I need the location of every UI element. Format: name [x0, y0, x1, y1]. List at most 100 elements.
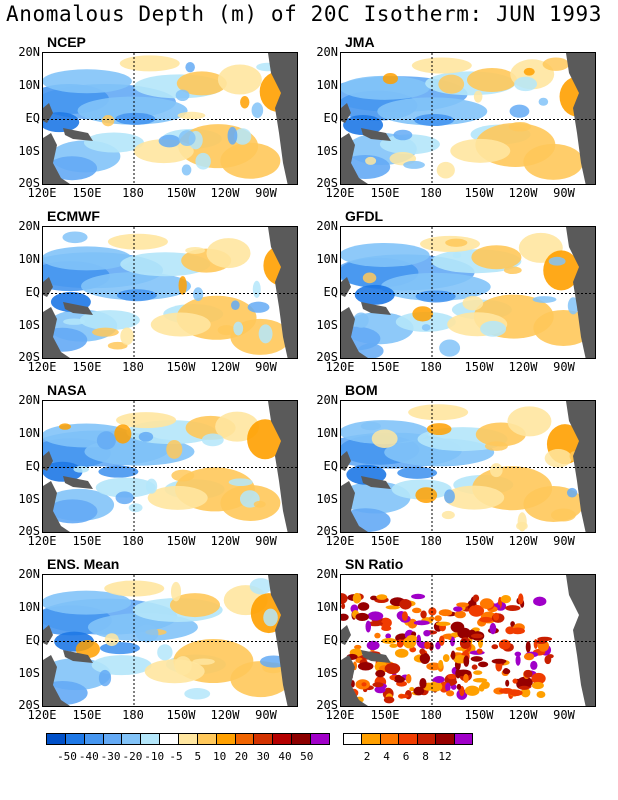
lat-label: EQ	[323, 285, 338, 299]
lat-label: 20S	[316, 350, 338, 364]
colorbar-swatch	[122, 734, 142, 744]
map-field	[42, 226, 298, 359]
lon-label: 90W	[553, 186, 575, 200]
map-panel-ncep: NCEP 20N 10N EQ 10S 20S 120E 150E 180 150W 120W 90W	[18, 34, 298, 200]
map-field	[42, 574, 298, 707]
lon-label: 150W	[166, 186, 196, 200]
anomaly-colorbar-label: -30	[100, 750, 121, 763]
lat-label: 20N	[316, 219, 338, 233]
lon-label: 150W	[166, 708, 196, 722]
lon-label: 90W	[553, 360, 575, 374]
lon-label: 180	[420, 360, 442, 374]
lon-label: 180	[122, 708, 144, 722]
lon-label: 150E	[72, 708, 102, 722]
colorbar-swatch	[216, 734, 236, 744]
lat-label: 20S	[316, 524, 338, 538]
colorbar-swatch	[273, 734, 293, 744]
lat-label: 20N	[316, 393, 338, 407]
panel-label: ENS. Mean	[47, 556, 120, 572]
lon-label: 180	[420, 708, 442, 722]
ratio-colorbar	[343, 733, 473, 745]
lon-label: 120W	[210, 186, 240, 200]
lat-label: EQ	[25, 459, 40, 473]
lon-label: 120E	[325, 186, 355, 200]
anomaly-colorbar-label: -5	[169, 750, 183, 763]
lon-label: 90W	[553, 708, 575, 722]
lat-label: EQ	[25, 111, 40, 125]
lon-label: 120W	[210, 534, 240, 548]
map-panel-jma: JMA 20N 10N EQ 10S 20S 120E 150E 180 150W 120W 90W	[316, 34, 596, 200]
lon-label: 120E	[325, 534, 355, 548]
colorbar-swatch	[103, 734, 123, 744]
lat-label: 20S	[316, 176, 338, 190]
lon-label: 150E	[72, 360, 102, 374]
lat-label: EQ	[323, 633, 338, 647]
panel-label: JMA	[345, 34, 375, 50]
lat-label: 20S	[316, 698, 338, 712]
panel-label: BOM	[345, 382, 378, 398]
map-panel-ecmwf: ECMWF 20N 10N EQ 10S 20S 120E 150E 180 150W 120W 90…	[18, 208, 298, 374]
lon-label: 90W	[255, 534, 277, 548]
lon-label: 120E	[27, 708, 57, 722]
lon-label: 120E	[27, 534, 57, 548]
map-panel-bom: BOM 20N 10N EQ 10S 20S 120E 150E 180 150W 120W 90W	[316, 382, 596, 548]
lat-label: 20N	[316, 567, 338, 581]
lat-label: 10S	[18, 144, 40, 158]
panel-label: GFDL	[345, 208, 384, 224]
ratio-colorbar-label: 12	[438, 750, 452, 763]
lat-label: EQ	[323, 111, 338, 125]
ratio-colorbar-label: 6	[402, 750, 410, 763]
lon-label: 150E	[370, 708, 400, 722]
lon-label: 150E	[72, 186, 102, 200]
anomaly-colorbar-label: -10	[144, 750, 165, 763]
map-panel-gfdl: GFDL 20N 10N EQ 10S 20S 120E 150E 180 150W 120W 90W	[316, 208, 596, 374]
colorbar-swatch	[47, 734, 66, 744]
lon-label: 150W	[464, 360, 494, 374]
lon-label: 150W	[464, 534, 494, 548]
lat-label: 20S	[18, 524, 40, 538]
lat-label: 20S	[18, 350, 40, 364]
colorbar-swatch	[292, 734, 312, 744]
lat-label: 10S	[316, 318, 338, 332]
map-field	[340, 226, 596, 359]
colorbar-swatch	[399, 734, 418, 744]
lon-label: 120E	[325, 360, 355, 374]
lat-label: 10N	[316, 426, 338, 440]
lat-label: 10N	[316, 252, 338, 266]
lat-label: 20N	[18, 567, 40, 581]
lat-label: 10S	[18, 666, 40, 680]
colorbar-swatch	[197, 734, 217, 744]
lon-label: 90W	[255, 708, 277, 722]
lat-label: 10N	[18, 78, 40, 92]
lon-label: 120W	[508, 708, 538, 722]
lon-label: 150W	[464, 708, 494, 722]
lat-label: 20N	[316, 45, 338, 59]
lat-label: 10N	[18, 600, 40, 614]
colorbar-swatch	[417, 734, 437, 744]
map-panel-nasa: NASA 20N 10N EQ 10S 20S 120E 150E 180 150W 120W 90W	[18, 382, 298, 548]
lon-label: 150W	[166, 360, 196, 374]
ratio-colorbar-label: 4	[383, 750, 390, 763]
lon-label: 150E	[370, 360, 400, 374]
lon-label: 120E	[27, 360, 57, 374]
colorbar-swatch	[141, 734, 161, 744]
lon-label: 180	[420, 186, 442, 200]
lon-label: 180	[122, 186, 144, 200]
lat-label: 10N	[316, 78, 338, 92]
map-field	[42, 52, 298, 185]
map-field	[340, 400, 596, 533]
lon-label: 150W	[464, 186, 494, 200]
lon-label: 120W	[210, 360, 240, 374]
colorbar-swatch	[436, 734, 455, 744]
panel-label: NASA	[47, 382, 87, 398]
anomaly-colorbar-label: -50	[57, 750, 77, 763]
lat-label: 10S	[18, 492, 40, 506]
colorbar-swatch	[454, 734, 472, 744]
lat-label: EQ	[25, 285, 40, 299]
lat-label: 10S	[316, 666, 338, 680]
anomaly-colorbar-label: 20	[234, 750, 249, 763]
anomaly-colorbar-label: 30	[256, 750, 270, 763]
lat-label: 20S	[18, 176, 40, 190]
map-field	[42, 400, 298, 533]
lon-label: 90W	[255, 186, 277, 200]
